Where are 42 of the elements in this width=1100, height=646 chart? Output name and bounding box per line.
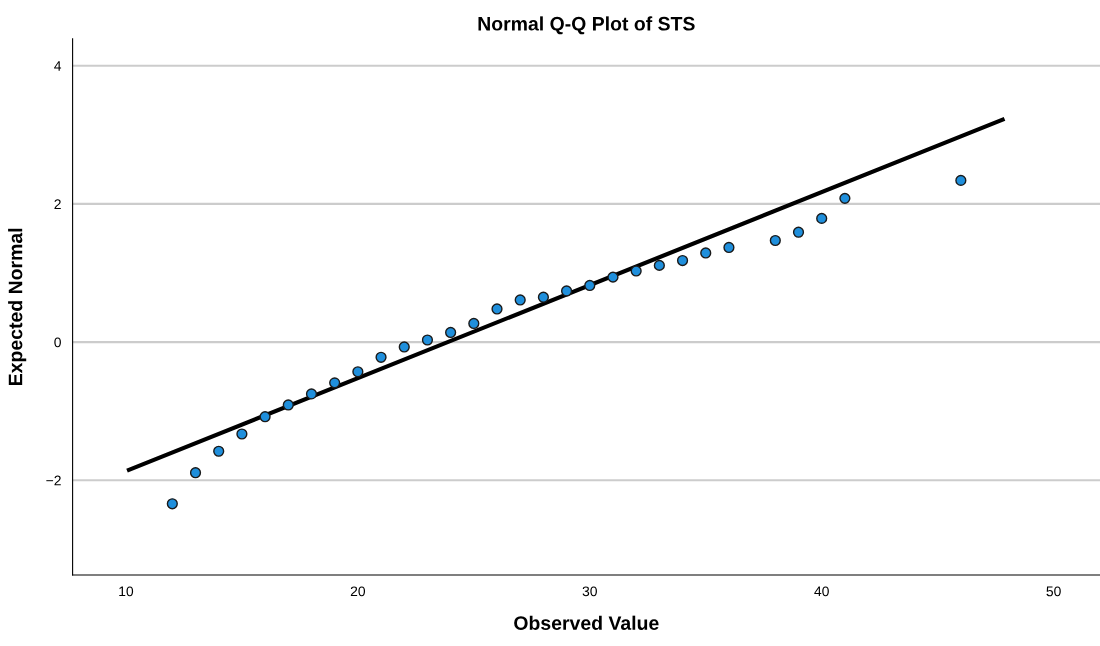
x-tick-label: 20 [350, 586, 366, 597]
chart-title: Normal Q-Q Plot of STS [478, 16, 695, 35]
point [236, 428, 248, 440]
point [955, 174, 967, 187]
y-tick-label: −2 [46, 475, 61, 486]
point [375, 351, 387, 363]
point [305, 388, 318, 400]
point [514, 294, 526, 306]
point [398, 341, 410, 353]
x-tick-label: 40 [814, 586, 829, 597]
point [816, 212, 828, 225]
point [700, 247, 712, 259]
point [213, 445, 225, 457]
point [769, 234, 781, 247]
point [537, 291, 549, 303]
point [166, 498, 178, 510]
point [445, 326, 457, 339]
y-tick-label: 2 [54, 199, 61, 209]
point [839, 192, 851, 204]
x-tick-label: 10 [119, 586, 134, 597]
point [607, 271, 619, 283]
point [630, 265, 642, 277]
point [676, 254, 689, 267]
y-tick-label: 0 [54, 337, 61, 348]
point [653, 259, 665, 271]
x-axis-title: Observed Value [514, 615, 659, 630]
point [421, 334, 434, 346]
point [282, 399, 294, 411]
point [329, 377, 341, 389]
point [352, 366, 364, 378]
point [259, 411, 271, 423]
y-tick-label: 4 [54, 61, 62, 71]
point [468, 317, 480, 330]
x-tick-label: 50 [1046, 586, 1061, 597]
point [584, 279, 596, 292]
x-tick-label: 30 [582, 586, 597, 597]
y-axis-title: Expected Normal [8, 228, 27, 385]
point [560, 285, 573, 297]
point [792, 226, 805, 238]
point [723, 241, 735, 254]
point [189, 467, 202, 479]
point [491, 303, 503, 315]
